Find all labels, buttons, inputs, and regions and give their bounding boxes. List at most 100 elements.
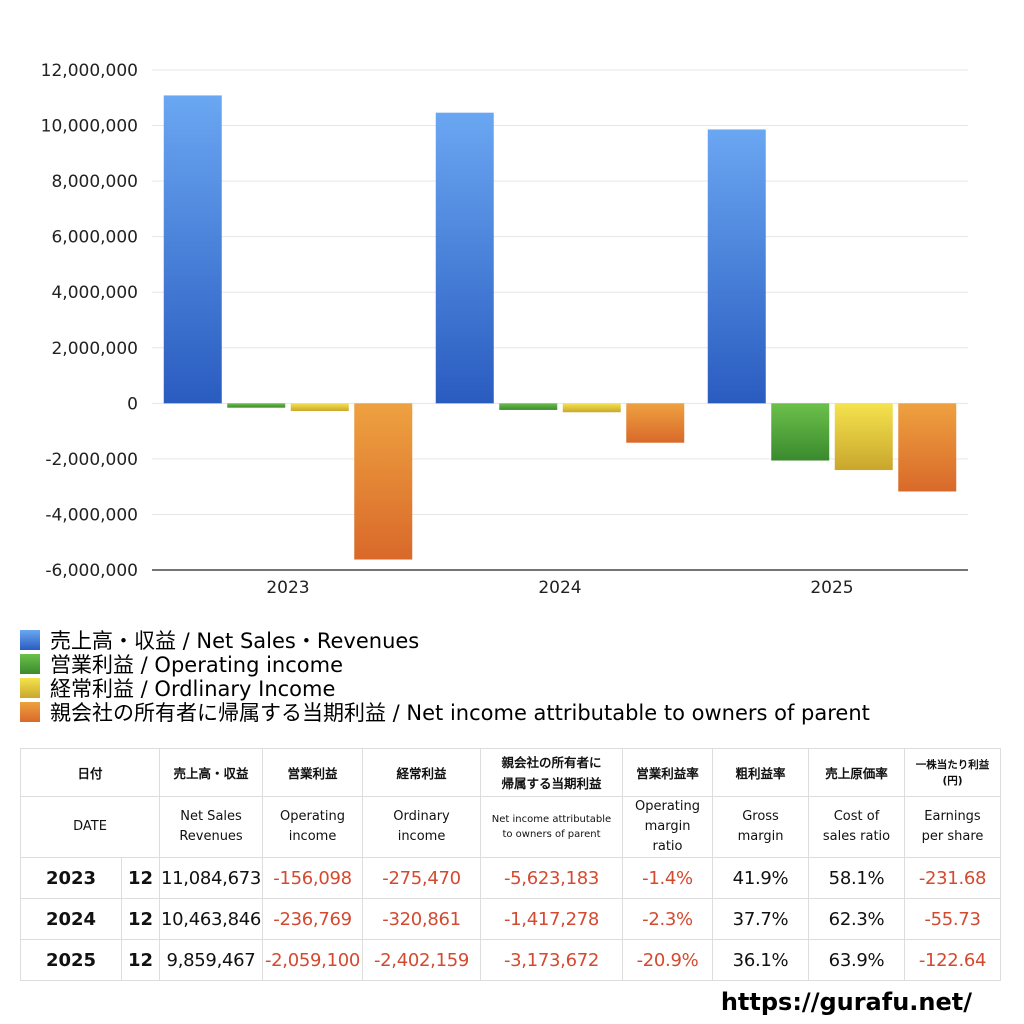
row-ordinary-income: -275,470 (362, 857, 482, 899)
row-cost-ratio: 63.9% (808, 939, 906, 981)
row-year: 2025 (20, 939, 122, 981)
chart-legend: 売上高・収益 / Net Sales・Revenues 営業利益 / Opera… (20, 628, 870, 725)
row-ordinary-income: -2,402,159 (362, 939, 482, 981)
header-ord-jp: 経常利益 (362, 748, 482, 797)
header-ord-en: Ordinary income (362, 796, 482, 858)
header-op-en-line1: Operating (280, 809, 346, 824)
legend-label-ordinary-income: 経常利益 / Ordlinary Income (50, 677, 336, 701)
y-tick-label: -4,000,000 (45, 505, 138, 525)
x-axis: 2023 2024 2025 (152, 569, 968, 598)
row-eps: -231.68 (904, 857, 1002, 899)
row-sales: 9,859,467 (159, 939, 264, 981)
chart-bars (163, 95, 957, 560)
site-url: https://gurafu.net/ (720, 988, 972, 1016)
header-net-en-line1: Net income attributable (491, 814, 612, 825)
legend-swatch-net-sales (20, 630, 40, 650)
row-year: 2023 (20, 857, 122, 899)
row-cost-ratio: 62.3% (808, 898, 906, 940)
header-sales-jp: 売上高・収益 (159, 748, 264, 797)
header-eps-en-line1: Earnings (924, 809, 981, 824)
y-tick-label: -6,000,000 (45, 561, 138, 581)
financial-table: 日付 売上高・収益 営業利益 経常利益 親会社の所有者に 帰属する当期利益 営業… (19, 748, 1002, 981)
header-op-en: Operating income (262, 796, 364, 858)
row-sales: 11,084,673 (159, 857, 264, 899)
header-net-en: Net income attributable to owners of par… (480, 796, 624, 858)
header-net-en-line2: to owners of parent (502, 829, 601, 840)
bar-series3-2025 (898, 403, 957, 492)
x-tick-label: 2023 (266, 578, 309, 598)
header-op-margin-jp: 営業利益率 (622, 748, 714, 797)
legend-label-net-income: 親会社の所有者に帰属する当期利益 / Net income attributab… (50, 701, 870, 725)
row-month: 12 (120, 939, 161, 981)
header-gross-en-line2: margin (737, 829, 784, 844)
bar-series1-2024 (499, 403, 558, 410)
y-tick-label: 2,000,000 (51, 339, 138, 359)
row-month: 12 (120, 857, 161, 899)
bar-series1-2025 (771, 403, 830, 461)
x-tick-label: 2024 (538, 578, 581, 598)
row-operating-income: -236,769 (262, 898, 364, 940)
header-sales-en-line2: Revenues (179, 829, 243, 844)
row-net-income: -1,417,278 (480, 898, 624, 940)
legend-item-operating-income: 営業利益 / Operating income (20, 652, 870, 677)
legend-item-net-income: 親会社の所有者に帰属する当期利益 / Net income attributab… (20, 700, 870, 725)
legend-swatch-net-income (20, 702, 40, 722)
legend-swatch-operating-income (20, 654, 40, 674)
header-ord-en-line1: Ordinary (393, 809, 450, 824)
legend-label-operating-income: 営業利益 / Operating income (50, 653, 344, 677)
y-tick-label: 0 (127, 394, 138, 414)
row-ordinary-income: -320,861 (362, 898, 482, 940)
bar-series2-2024 (562, 403, 621, 413)
header-op-margin-en-line1: Operating (635, 799, 701, 814)
bar-series1-2023 (227, 403, 286, 408)
legend-item-ordinary-income: 経常利益 / Ordlinary Income (20, 676, 870, 701)
header-eps-en-line2: per share (921, 829, 984, 844)
legend-swatch-ordinary-income (20, 678, 40, 698)
chart-gridlines (152, 69, 968, 571)
header-date-jp: 日付 (19, 748, 161, 797)
header-gross-jp: 粗利益率 (712, 748, 810, 797)
row-eps: -55.73 (904, 898, 1002, 940)
header-op-en-line2: income (288, 829, 337, 844)
row-net-income: -3,173,672 (480, 939, 624, 981)
bar-series3-2023 (354, 403, 413, 560)
header-net-jp-line2: 帰属する当期利益 (501, 775, 602, 791)
header-eps-jp-line1: 一株当たり利益 (915, 758, 990, 771)
header-cost-en: Cost of sales ratio (808, 796, 906, 858)
header-net-jp-line1: 親会社の所有者に (501, 754, 602, 770)
y-tick-label: 12,000,000 (41, 61, 138, 81)
header-gross-en: Gross margin (712, 796, 810, 858)
row-operating-margin: -2.3% (622, 898, 714, 940)
header-gross-en-line1: Gross (742, 809, 779, 824)
bar-series0-2025 (707, 129, 766, 404)
header-op-margin-en-line2: margin (644, 819, 691, 834)
row-cost-ratio: 58.1% (808, 857, 906, 899)
header-eps-jp: 一株当たり利益 (円) (904, 748, 1002, 797)
table-row: 2023 12 11,084,673 -156,098 -275,470 -5,… (20, 857, 1002, 899)
y-tick-label: 10,000,000 (41, 117, 138, 137)
bar-chart: 12,000,000 10,000,000 8,000,000 6,000,000 4,… (41, 61, 968, 598)
row-operating-income: -156,098 (262, 857, 364, 899)
y-tick-label: 8,000,000 (51, 172, 138, 192)
bar-series3-2024 (626, 403, 685, 443)
header-op-jp: 営業利益 (262, 748, 364, 797)
header-cost-en-line1: Cost of (833, 809, 880, 824)
row-year: 2024 (20, 898, 122, 940)
header-cost-en-line2: sales ratio (822, 829, 891, 844)
row-sales: 10,463,846 (159, 898, 264, 940)
y-axis: 12,000,000 10,000,000 8,000,000 6,000,000 4,… (41, 61, 138, 581)
row-operating-income: -2,059,100 (262, 939, 364, 981)
row-gross-margin: 41.9% (712, 857, 810, 899)
bar-series0-2024 (435, 112, 494, 404)
table-header-en: DATE Net Sales Revenues Operating income… (19, 796, 1002, 858)
header-op-margin-en: Operating margin ratio (622, 796, 714, 858)
header-op-margin-en-line3: ratio (652, 839, 683, 854)
header-sales-en: Net Sales Revenues (159, 796, 264, 858)
bar-series2-2023 (290, 403, 349, 411)
y-tick-label: 4,000,000 (51, 283, 138, 303)
header-eps-jp-line2: (円) (942, 774, 963, 787)
header-ord-en-line2: income (397, 829, 446, 844)
legend-label-net-sales: 売上高・収益 / Net Sales・Revenues (50, 629, 420, 653)
header-date-en: DATE (19, 796, 161, 858)
row-eps: -122.64 (904, 939, 1002, 981)
